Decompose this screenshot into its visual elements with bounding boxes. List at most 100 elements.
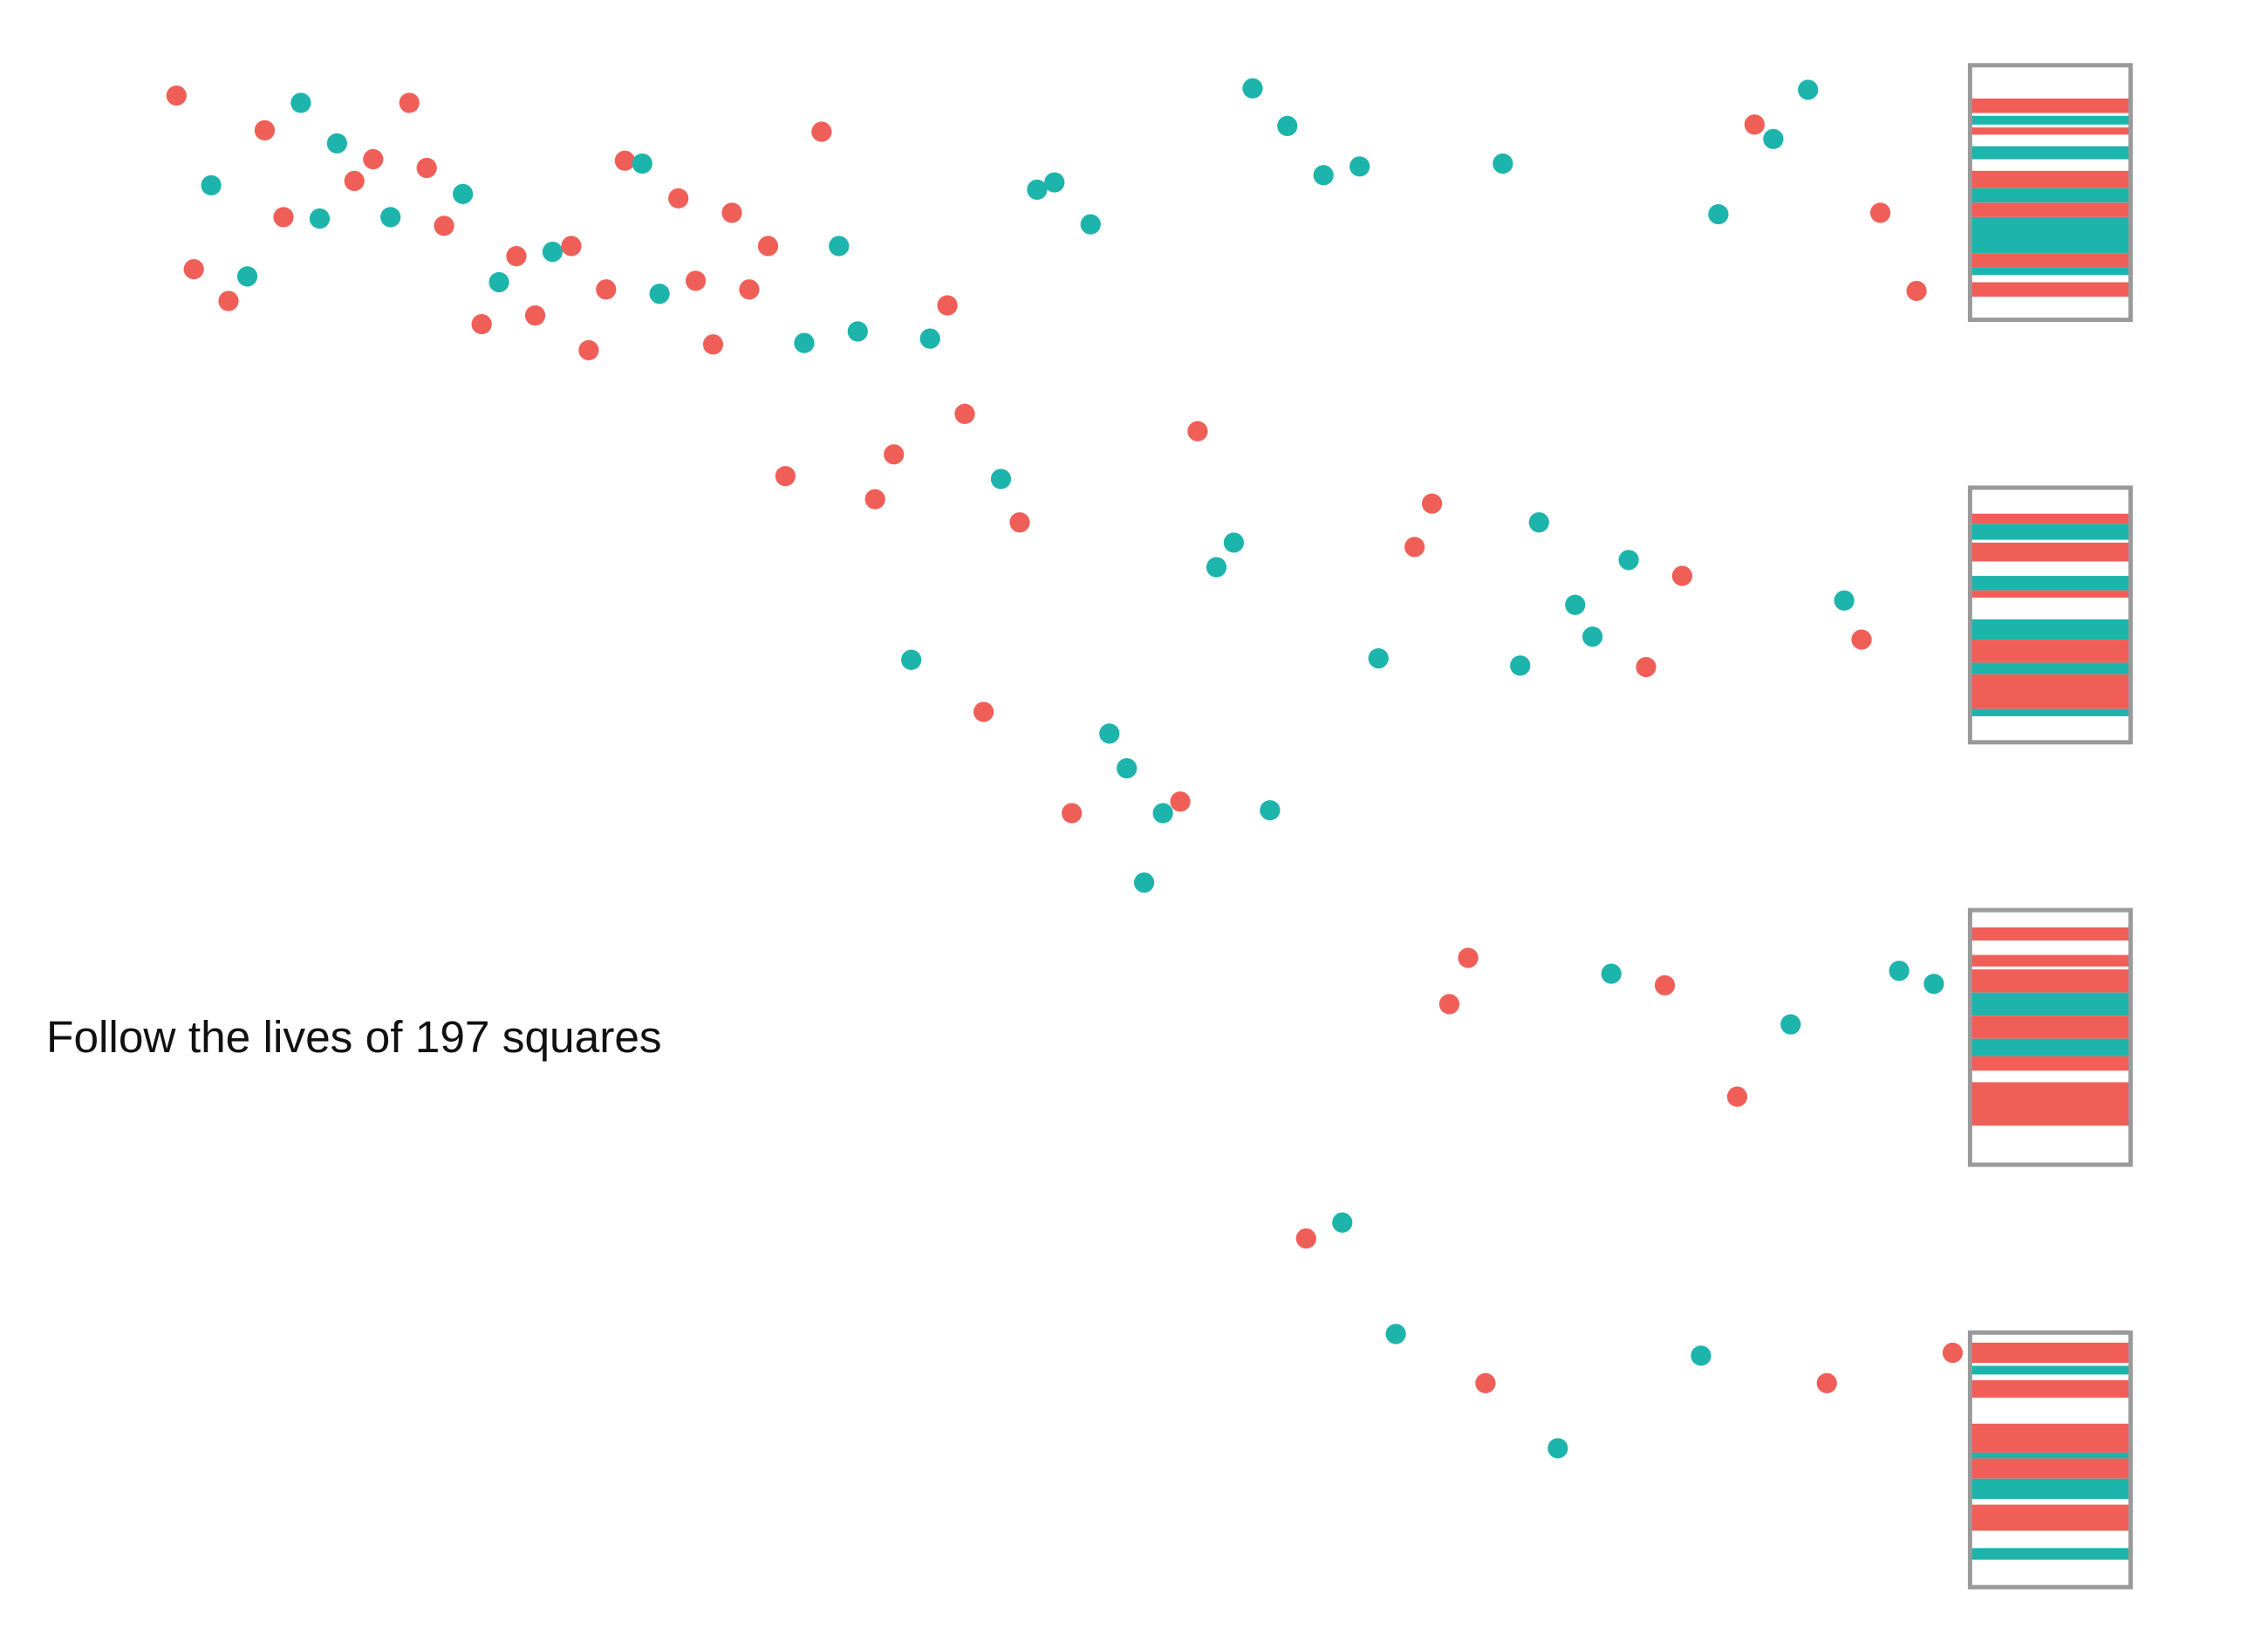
- dot: [1349, 156, 1370, 177]
- dot: [326, 133, 347, 154]
- dot: [919, 328, 940, 349]
- dot: [1691, 1345, 1711, 1366]
- dot: [254, 120, 276, 140]
- dot: [1009, 512, 1030, 533]
- dot: [309, 208, 331, 229]
- stripe: [1970, 1342, 2131, 1364]
- dot: [1906, 280, 1927, 302]
- stripe: [1970, 1504, 2131, 1531]
- dot: [1206, 557, 1227, 578]
- dot: [794, 332, 815, 353]
- dot: [990, 469, 1012, 489]
- dot: [1565, 594, 1586, 615]
- stripe: [1970, 202, 2131, 217]
- stripe: [1970, 992, 2131, 1016]
- dot: [884, 444, 905, 465]
- stripe: [1970, 170, 2131, 188]
- dot: [1493, 153, 1513, 174]
- dot: [399, 92, 420, 113]
- dot: [1618, 550, 1639, 571]
- dot: [901, 649, 922, 670]
- dot: [1601, 963, 1622, 984]
- dot: [1942, 1342, 1964, 1364]
- stripe: [1970, 954, 2131, 967]
- stripe: [1970, 98, 2131, 113]
- stripe: [1970, 969, 2131, 993]
- dot: [1780, 1014, 1801, 1035]
- dot: [1654, 975, 1676, 995]
- stripe: [1970, 513, 2131, 524]
- dot: [1044, 172, 1065, 193]
- dot: [1851, 629, 1872, 650]
- dot: [453, 183, 474, 204]
- dot: [1421, 493, 1443, 514]
- dot: [757, 236, 779, 257]
- dot: [363, 148, 384, 170]
- dot: [1726, 1086, 1748, 1107]
- dot: [864, 489, 885, 510]
- dot: [1708, 203, 1729, 225]
- dot: [542, 242, 564, 263]
- dot: [1027, 179, 1048, 200]
- dot: [236, 266, 258, 287]
- stripe: [1970, 619, 2131, 640]
- stripe: [1970, 708, 2131, 716]
- dot: [937, 295, 958, 316]
- stripe: [1970, 1548, 2131, 1560]
- dot: [578, 339, 599, 361]
- dot: [1134, 872, 1155, 893]
- stripe: [1970, 188, 2131, 203]
- stripe: [1970, 590, 2131, 598]
- dot: [1332, 1212, 1353, 1233]
- dot: [1671, 565, 1693, 586]
- dot: [201, 174, 222, 195]
- dot: [434, 215, 454, 236]
- stripe: [1970, 523, 2131, 540]
- dot: [1223, 532, 1245, 553]
- bin: [1967, 907, 2133, 1167]
- stripe: [1970, 1478, 2131, 1499]
- dot: [166, 85, 187, 106]
- dot: [847, 321, 868, 342]
- stripe: [1970, 146, 2131, 160]
- stripe: [1970, 640, 2131, 663]
- dot: [649, 284, 670, 304]
- dot: [1277, 115, 1298, 137]
- stripe: [1970, 1016, 2131, 1039]
- dot: [1385, 1324, 1406, 1344]
- dot: [1923, 974, 1944, 995]
- stripe: [1970, 927, 2131, 941]
- stripe: [1970, 253, 2131, 268]
- bin: [1967, 1330, 2133, 1590]
- dot: [1528, 512, 1549, 533]
- dot: [954, 403, 975, 424]
- dot: [1816, 1372, 1837, 1393]
- dot: [721, 202, 742, 223]
- dot: [1798, 79, 1819, 100]
- dot: [1834, 590, 1855, 611]
- dot: [416, 157, 437, 179]
- stripe: [1970, 115, 2131, 125]
- dot: [471, 313, 492, 335]
- dot: [811, 121, 832, 142]
- dot: [973, 701, 994, 722]
- dot: [380, 207, 401, 228]
- dot: [614, 150, 635, 171]
- dot: [685, 270, 707, 291]
- dot: [1763, 128, 1784, 149]
- dot: [1187, 421, 1208, 441]
- stripe: [1970, 267, 2131, 276]
- stripe: [1970, 1423, 2131, 1453]
- dot: [1152, 803, 1173, 824]
- dot: [273, 207, 294, 228]
- dot: [1744, 114, 1765, 135]
- dot: [344, 170, 365, 192]
- caption: Follow the lives of 197 squares: [46, 1011, 662, 1062]
- dot: [1870, 202, 1891, 223]
- dot: [1295, 1228, 1316, 1249]
- dot: [1404, 537, 1425, 558]
- dot: [1582, 626, 1603, 647]
- dot: [1510, 655, 1531, 676]
- dot: [739, 279, 760, 300]
